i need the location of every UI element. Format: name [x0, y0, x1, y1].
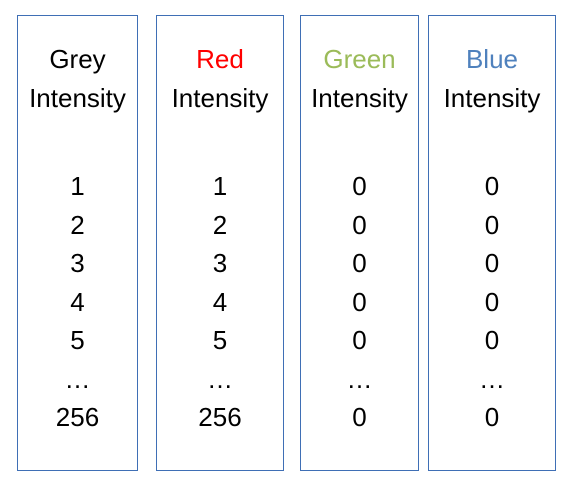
column-label: Intensity: [29, 83, 126, 113]
value-cell: 0: [484, 286, 500, 317]
green-intensity-values: 0 0 0 0 0 … 0: [301, 167, 418, 437]
ellipsis-cell: …: [479, 363, 505, 394]
red-intensity-column: Red Intensity 1 2 3 4 5 … 256: [156, 15, 284, 471]
value-cell: 256: [198, 402, 242, 432]
value-cell: 2: [212, 209, 228, 240]
value-cell: 3: [70, 248, 85, 278]
value-cell: 0: [352, 325, 367, 355]
ellipsis-cell: …: [207, 363, 233, 394]
column-color-word: Red: [196, 44, 244, 74]
value-cell: 0: [352, 171, 367, 201]
value-cell: 0: [484, 248, 500, 278]
red-intensity-values: 1 2 3 4 5 … 256: [157, 167, 283, 437]
column-label: Intensity: [443, 83, 541, 113]
column-label: Intensity: [311, 83, 408, 113]
grey-intensity-header: Grey Intensity: [18, 40, 137, 118]
value-cell: 0: [352, 286, 367, 317]
blue-intensity-values: 0 0 0 0 0 … 0: [429, 167, 555, 437]
blue-intensity-column: Blue Intensity 0 0 0 0 0 … 0: [428, 15, 556, 471]
value-cell: 0: [352, 248, 367, 278]
column-color-word: Green: [323, 44, 396, 74]
value-cell: 4: [70, 286, 85, 317]
value-cell: 3: [212, 248, 228, 278]
green-intensity-column: Green Intensity 0 0 0 0 0 … 0: [300, 15, 419, 471]
blue-intensity-header: Blue Intensity: [429, 40, 555, 118]
value-cell: 5: [212, 325, 228, 355]
value-cell: 0: [484, 171, 500, 201]
value-cell: 0: [484, 402, 500, 432]
grey-intensity-column: Grey Intensity 1 2 3 4 5 … 256: [17, 15, 138, 471]
green-intensity-header: Green Intensity: [301, 40, 418, 118]
grey-intensity-values: 1 2 3 4 5 … 256: [18, 167, 137, 437]
column-label: Intensity: [171, 83, 269, 113]
value-cell: 4: [212, 286, 228, 317]
value-cell: 1: [70, 171, 85, 201]
ellipsis-cell: …: [346, 363, 373, 394]
value-cell: 0: [352, 402, 367, 432]
column-color-word: Grey: [49, 44, 106, 74]
value-cell: 2: [70, 209, 85, 240]
value-cell: 5: [70, 325, 85, 355]
value-cell: 1: [212, 171, 228, 201]
value-cell: 0: [484, 209, 500, 240]
value-cell: 0: [484, 325, 500, 355]
red-intensity-header: Red Intensity: [157, 40, 283, 118]
column-color-word: Blue: [465, 44, 519, 74]
value-cell: 256: [55, 402, 100, 432]
ellipsis-cell: …: [64, 363, 91, 394]
value-cell: 0: [352, 209, 367, 240]
